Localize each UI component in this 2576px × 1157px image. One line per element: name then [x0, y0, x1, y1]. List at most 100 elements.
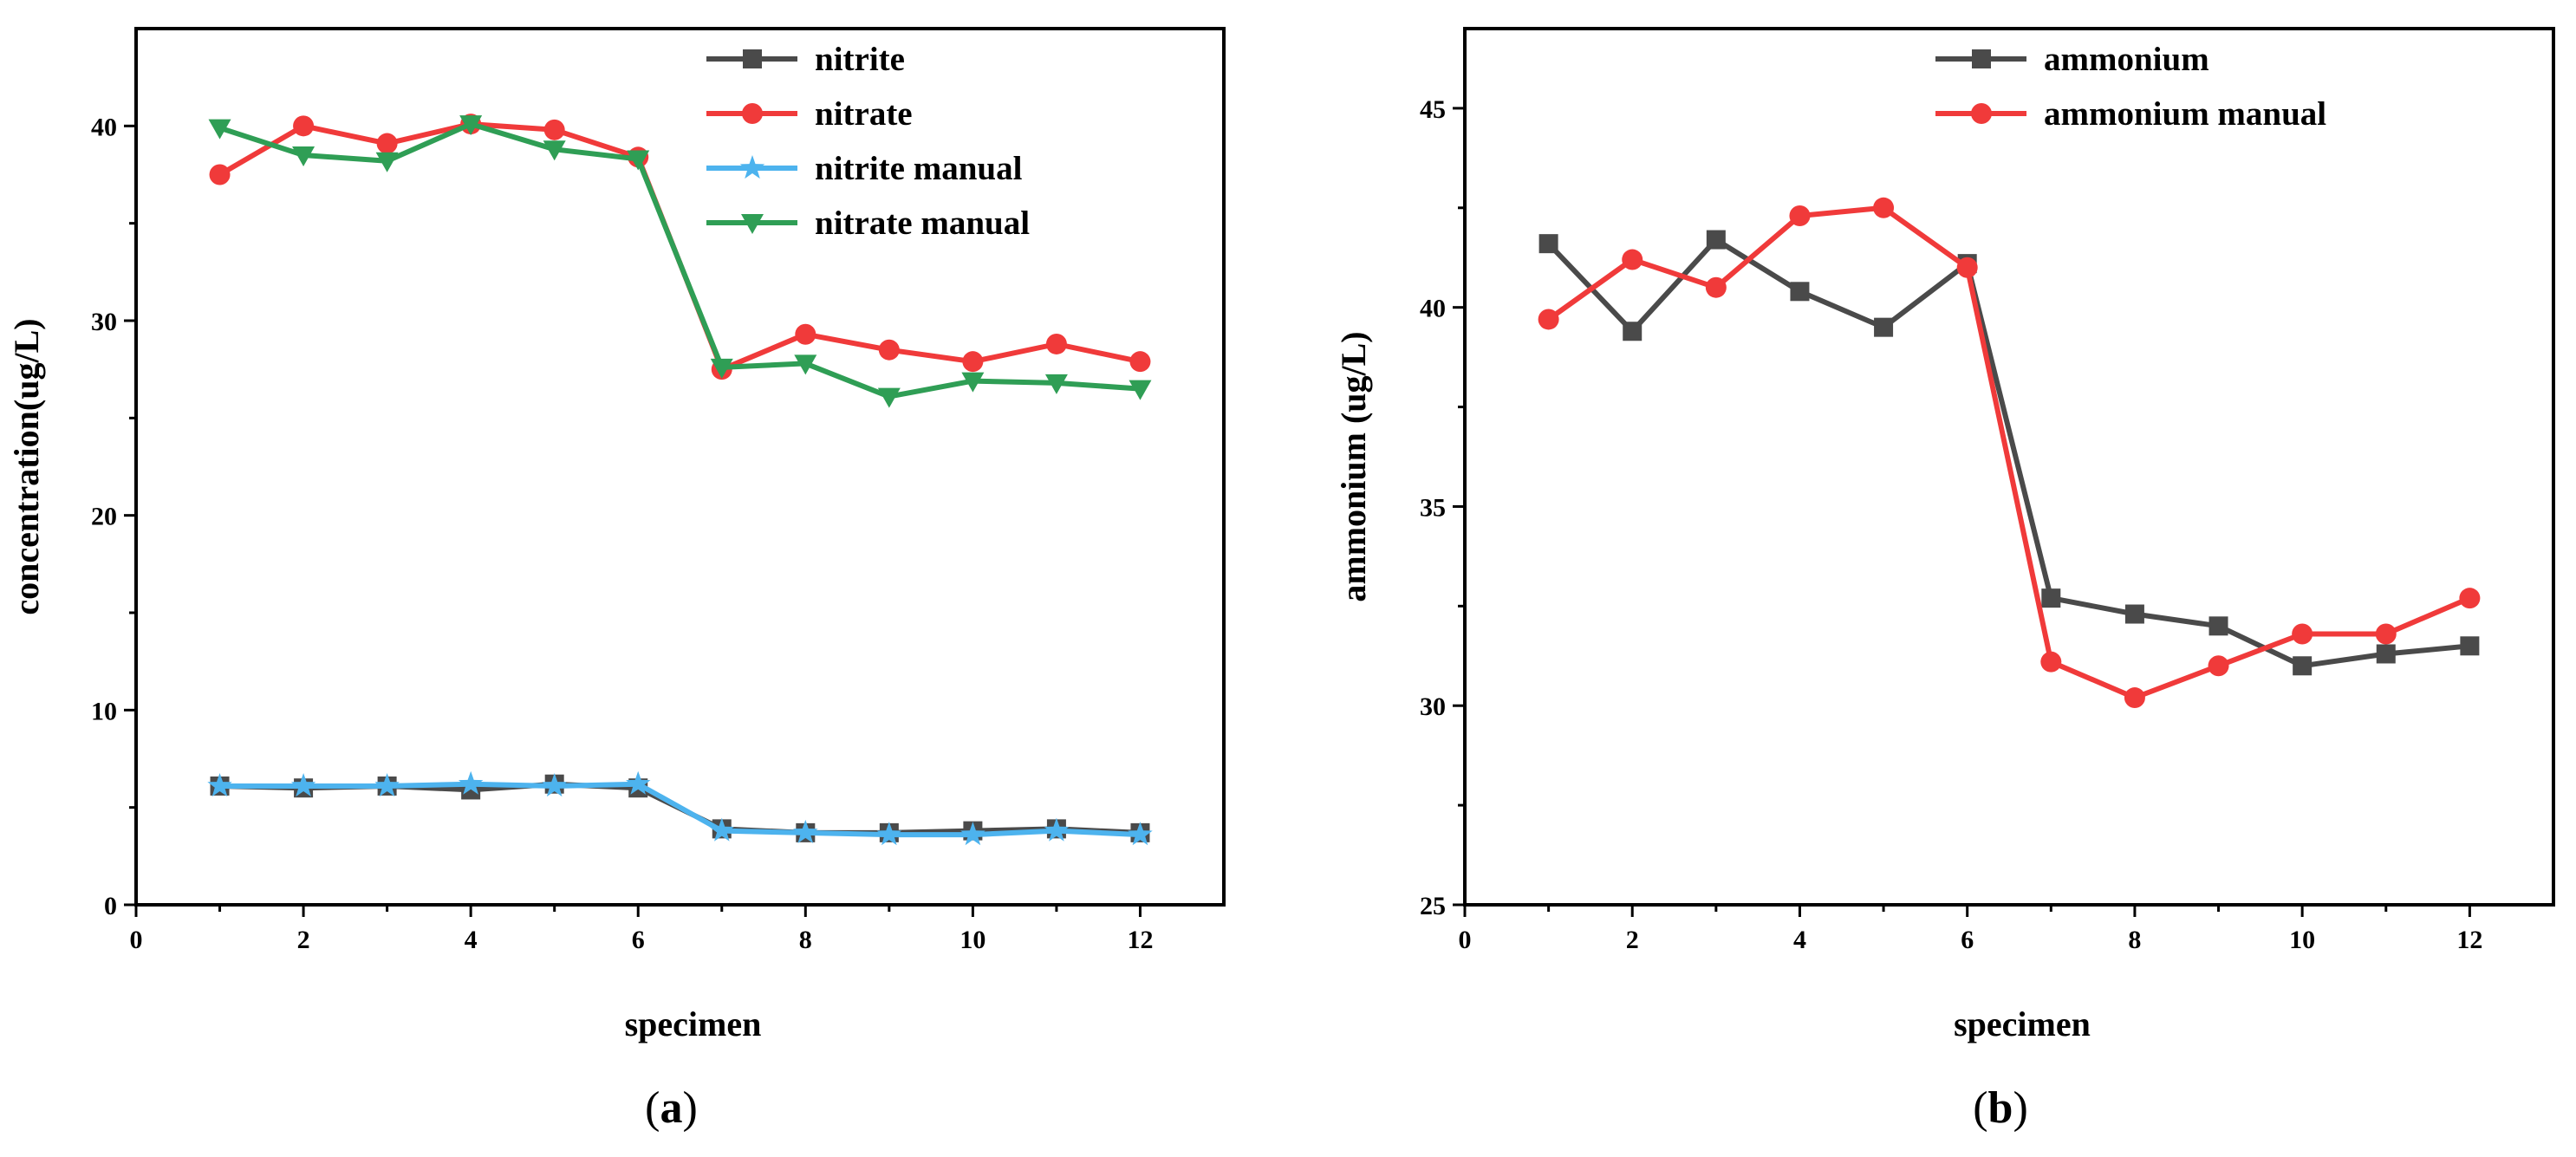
- data-point: [1623, 322, 1643, 341]
- data-point: [1622, 249, 1643, 270]
- x-tick-label: 0: [1459, 926, 1472, 954]
- data-point: [878, 339, 900, 361]
- data-point: [209, 164, 231, 185]
- data-point: [709, 817, 734, 842]
- legend-marker: [743, 49, 762, 68]
- data-point: [207, 773, 232, 797]
- data-point: [375, 152, 399, 172]
- x-tick-label: 6: [632, 926, 645, 954]
- data-point: [2041, 588, 2061, 608]
- data-point: [2040, 651, 2062, 673]
- data-point: [1790, 282, 1810, 302]
- data-point: [208, 119, 231, 140]
- data-point: [877, 387, 901, 408]
- data-point: [2459, 588, 2481, 609]
- data-point: [2293, 656, 2313, 676]
- y-tick-label: 45: [1420, 95, 1446, 124]
- data-point: [1873, 197, 1895, 218]
- y-tick-label: 35: [1420, 493, 1446, 522]
- data-point: [1129, 351, 1151, 373]
- y-axis-label: concentration(ug/L): [7, 318, 46, 614]
- data-point: [542, 773, 567, 797]
- series-ammonium-manual: ammonium manual: [1538, 95, 2481, 709]
- legend-marker: [1972, 49, 1991, 68]
- data-point: [458, 770, 484, 795]
- series-line: [1546, 237, 2470, 669]
- data-point: [1044, 374, 1068, 394]
- data-point: [543, 119, 565, 140]
- data-point: [543, 140, 566, 161]
- series-nitrite-manual: nitrite manual: [207, 150, 1153, 846]
- data-point: [376, 133, 398, 154]
- data-point: [1128, 822, 1153, 846]
- series-ammonium: ammonium: [1538, 41, 2480, 676]
- panel-caption: (b): [1973, 1083, 2028, 1133]
- chart-panel-b: 0 2 4 6 8 10 12 25 30 35 40 45 specimen ammonium (ug/…: [1334, 27, 2555, 1133]
- data-point: [795, 323, 816, 345]
- panel-caption: (a): [645, 1083, 698, 1133]
- legend-marker: [1971, 103, 1992, 124]
- series-line: [218, 121, 1141, 400]
- chart-panel-a: 0 2 4 6 8 10 12 0 10 20 30 40 specimen concentration(…: [7, 27, 1226, 1133]
- y-tick-label: 30: [1420, 692, 1446, 721]
- data-point: [962, 351, 984, 373]
- legend-label: ammonium: [2044, 41, 2209, 78]
- series-nitrate-manual: nitrate manual: [208, 115, 1152, 408]
- x-tick-label: 8: [2128, 926, 2141, 954]
- data-point: [2208, 616, 2228, 636]
- y-tick-label: 40: [1420, 295, 1446, 323]
- x-tick-label: 0: [130, 926, 143, 954]
- data-point: [2292, 623, 2313, 645]
- data-point: [1129, 380, 1152, 400]
- legend-label: nitrite manual: [815, 150, 1023, 187]
- y-axis-label: ammonium (ug/L): [1334, 331, 1373, 601]
- data-point: [459, 115, 483, 136]
- data-point: [710, 358, 733, 379]
- legend-label: nitrite: [815, 41, 905, 78]
- data-point: [793, 819, 818, 843]
- plot-frame: [1463, 27, 2555, 907]
- data-point: [2460, 636, 2480, 656]
- series-line: [1546, 205, 2471, 700]
- legend-label: nitrate manual: [815, 205, 1030, 242]
- x-tick-label: 8: [799, 926, 812, 954]
- legend-marker: [741, 214, 764, 234]
- series-line: [219, 781, 1141, 838]
- data-point: [627, 150, 650, 171]
- data-point: [2124, 687, 2145, 709]
- y-tick-label: 0: [104, 892, 117, 920]
- data-point: [1705, 276, 1727, 298]
- x-tick-label: 6: [1961, 926, 1974, 954]
- y-tick-label: 10: [91, 697, 117, 725]
- legend-marker: [739, 155, 765, 179]
- data-point: [1044, 817, 1070, 842]
- x-tick-label: 12: [2456, 926, 2482, 954]
- data-point: [794, 354, 817, 375]
- y-tick-label: 40: [91, 113, 117, 141]
- data-point: [2208, 655, 2229, 677]
- data-point: [293, 115, 315, 137]
- data-point: [1706, 230, 1726, 250]
- data-point: [626, 770, 651, 795]
- data-point: [1538, 309, 1559, 330]
- x-tick-label: 2: [1626, 926, 1639, 954]
- data-point: [1956, 257, 1978, 278]
- x-tick-label: 10: [2289, 926, 2315, 954]
- data-point: [292, 146, 315, 167]
- x-tick-label: 2: [297, 926, 310, 954]
- y-tick-label: 25: [1420, 892, 1446, 920]
- data-point: [876, 822, 902, 846]
- data-point: [374, 773, 400, 797]
- x-axis-label: specimen: [625, 1004, 762, 1043]
- legend-label: nitrate: [815, 95, 913, 133]
- x-axis-label: specimen: [1954, 1004, 2091, 1043]
- plot-frame: [134, 27, 1226, 907]
- legend-marker: [742, 103, 763, 124]
- data-point: [290, 773, 316, 797]
- data-point: [960, 822, 986, 846]
- data-point: [1538, 234, 1558, 254]
- data-point: [1045, 333, 1067, 354]
- x-tick-label: 4: [1793, 926, 1806, 954]
- x-tick-label: 4: [465, 926, 478, 954]
